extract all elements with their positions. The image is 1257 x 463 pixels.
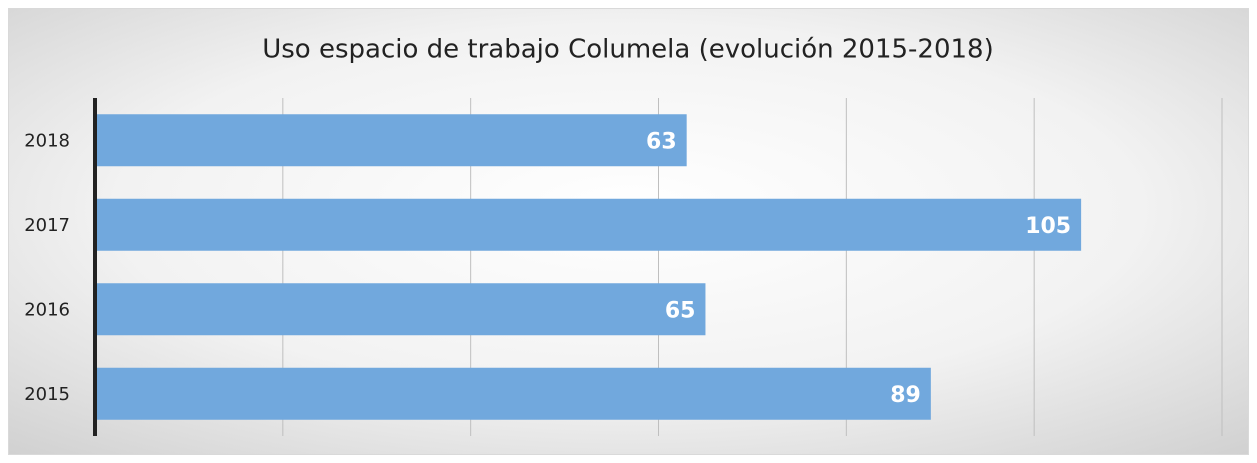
bar [95,198,1082,251]
bar [95,367,931,420]
value-label: 65 [665,298,696,323]
value-label: 63 [646,129,677,154]
bar [95,283,706,336]
bar [95,114,687,167]
y-tick-label: 2018 [24,130,70,151]
y-tick-label: 2015 [24,384,70,405]
value-label: 89 [890,383,921,408]
value-label: 105 [1025,214,1071,239]
chart-title: Uso espacio de trabajo Columela (evoluci… [262,35,994,65]
y-tick-label: 2017 [24,215,70,236]
y-tick-label: 2016 [24,299,70,320]
